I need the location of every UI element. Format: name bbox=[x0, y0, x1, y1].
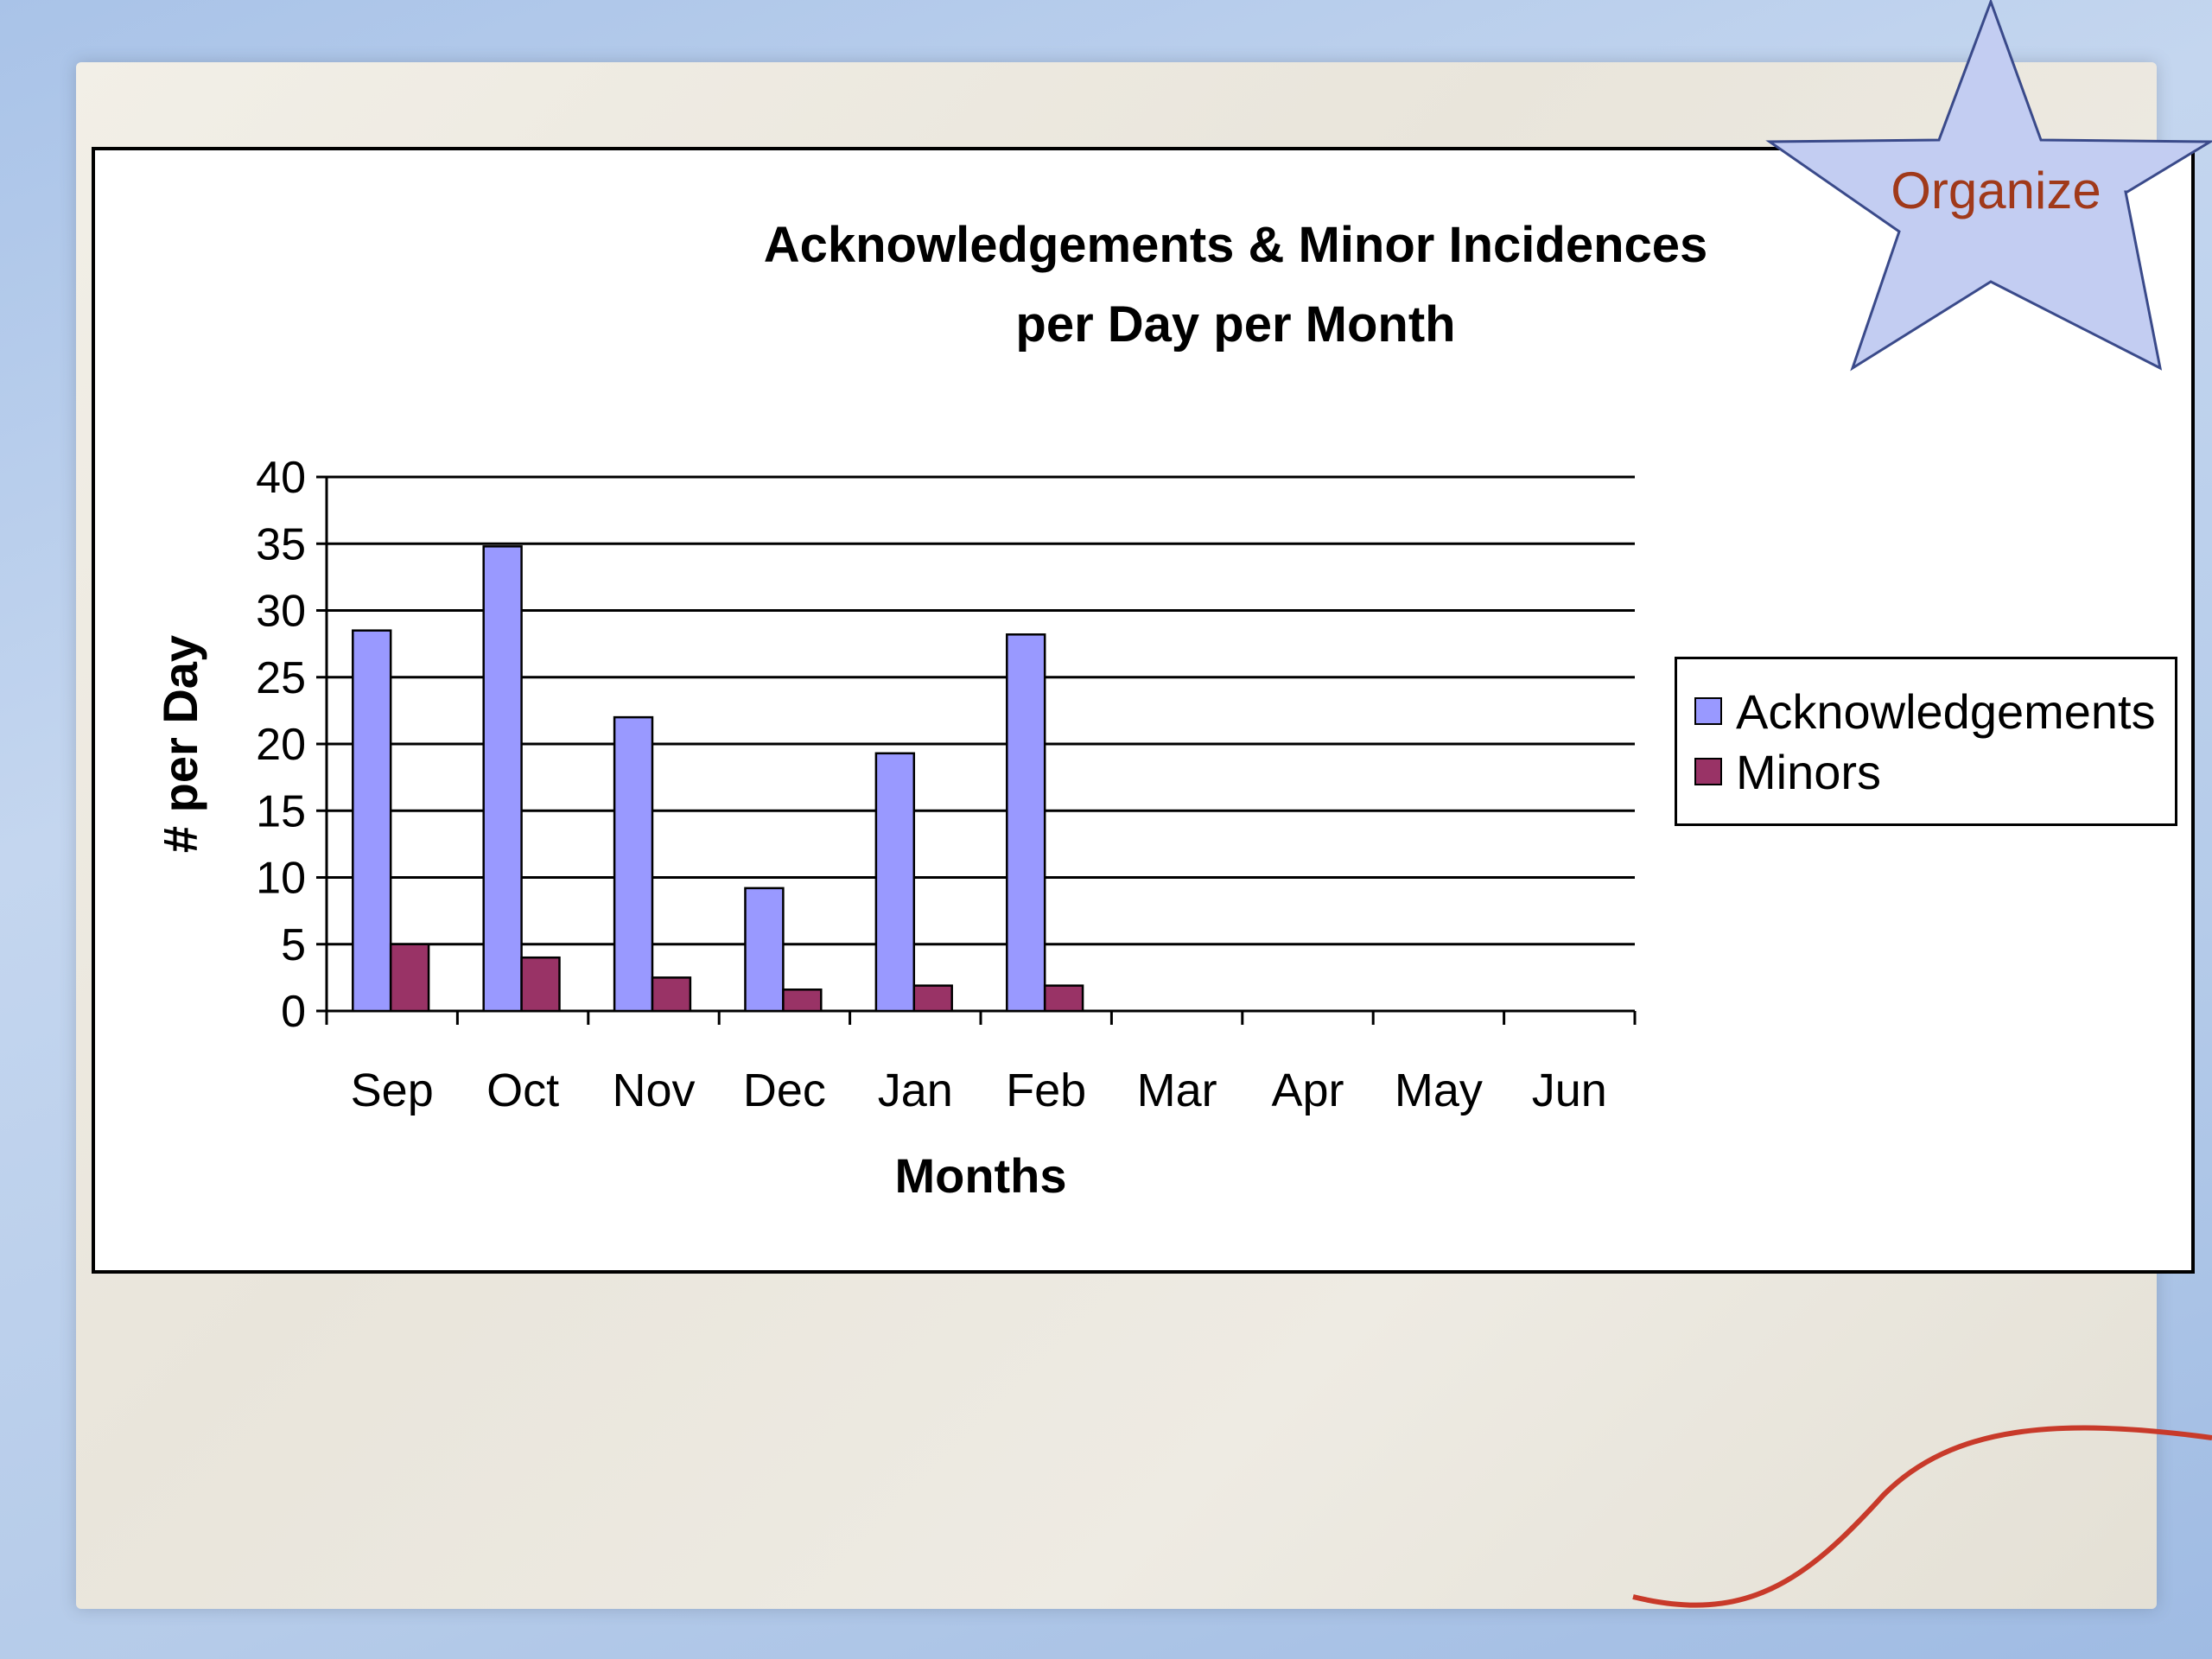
x-tick-label: May bbox=[1395, 1065, 1483, 1116]
x-tick-label: Sep bbox=[351, 1065, 434, 1116]
bar-acknowledgements-dec bbox=[744, 887, 785, 1013]
bar-minors-dec bbox=[782, 988, 823, 1013]
x-tick-label: Feb bbox=[1006, 1065, 1086, 1116]
chart-title: Acknowledgements & Minor Incidences per … bbox=[763, 217, 1708, 353]
x-tick-label: Jan bbox=[878, 1065, 953, 1116]
y-tick-label: 15 bbox=[256, 786, 306, 836]
bar-minors-feb bbox=[1043, 984, 1084, 1013]
star-shape bbox=[1765, 0, 2212, 372]
legend-swatch-acknowledgements bbox=[1694, 697, 1722, 725]
legend-item-minors: Minors bbox=[1694, 744, 1882, 799]
x-tick-label: Mar bbox=[1137, 1065, 1217, 1116]
x-tick-label: Dec bbox=[743, 1065, 826, 1116]
y-tick-label: 30 bbox=[256, 587, 306, 637]
legend-swatch-minors bbox=[1694, 758, 1722, 785]
x-tick-label: Apr bbox=[1271, 1065, 1344, 1116]
bar-acknowledgements-oct bbox=[482, 545, 523, 1013]
bar-minors-oct bbox=[520, 956, 561, 1013]
bar-acknowledgements-jan bbox=[874, 752, 916, 1013]
bar-minors-nov bbox=[651, 976, 692, 1013]
y-tick-label: 25 bbox=[256, 653, 306, 703]
y-tick-label: 0 bbox=[281, 987, 306, 1037]
x-tick-label: Oct bbox=[486, 1065, 559, 1116]
y-tick-label: 40 bbox=[256, 453, 306, 503]
bar-acknowledgements-sep bbox=[352, 629, 392, 1013]
star-label: Organize bbox=[1891, 162, 2101, 219]
legend-item-acknowledgements: Acknowledgements bbox=[1694, 683, 2156, 739]
x-axis-title: Months bbox=[894, 1148, 1066, 1203]
legend-label-acknowledgements: Acknowledgements bbox=[1736, 683, 2156, 739]
legend-label-minors: Minors bbox=[1736, 744, 1882, 799]
y-axis-title: # per Day bbox=[153, 635, 207, 853]
bar-minors-sep bbox=[389, 943, 430, 1013]
bar-acknowledgements-nov bbox=[613, 715, 654, 1013]
y-tick-label: 10 bbox=[256, 854, 306, 904]
y-tick-label: 35 bbox=[256, 519, 306, 569]
bar-chart: 0 5 10 15 20 25 30 35 40 Sep Oct Nov Dec Jan Feb Mar Apr… bbox=[153, 453, 1637, 1203]
x-tick-label: Jun bbox=[1532, 1065, 1607, 1116]
chart-container: 0 5 10 15 20 25 30 35 40 Sep Oct Nov Dec Jan Feb Mar Apr… bbox=[92, 147, 2195, 1274]
bar-minors-jan bbox=[912, 984, 953, 1013]
x-tick-label: Nov bbox=[612, 1065, 695, 1116]
y-tick-label: 20 bbox=[256, 720, 306, 770]
y-tick-label: 5 bbox=[281, 920, 306, 970]
chart-legend: Acknowledgements Minors bbox=[1675, 657, 2177, 826]
bar-acknowledgements-feb bbox=[1006, 633, 1046, 1013]
